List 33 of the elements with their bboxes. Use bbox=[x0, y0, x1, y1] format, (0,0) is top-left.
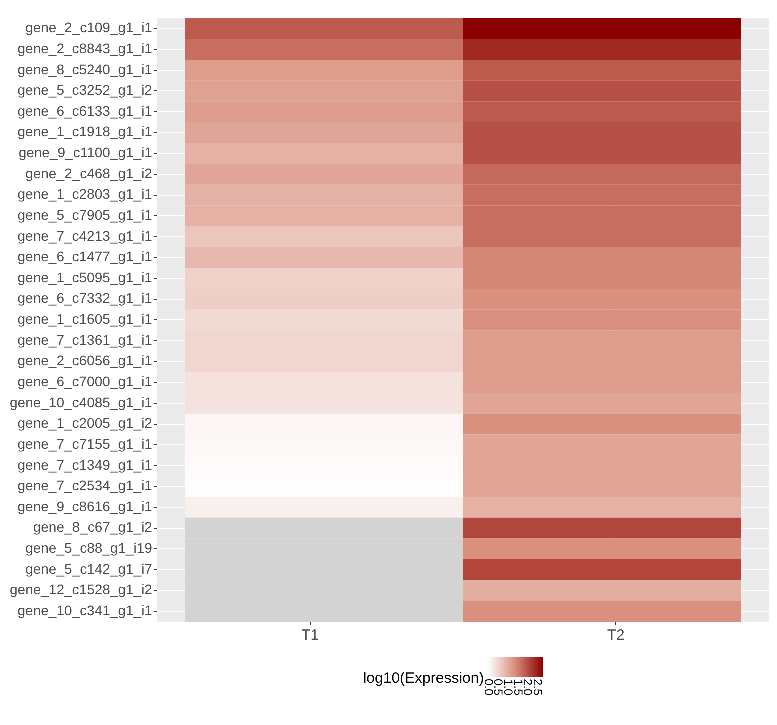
y-tick-label: gene_7_c1361_g1_i1 bbox=[18, 332, 153, 348]
y-tick-label: gene_1_c1605_g1_i1 bbox=[18, 311, 153, 328]
y-tick-label: gene_6_c7000_g1_i1 bbox=[18, 374, 153, 390]
y-tick-label: gene_7_c7155_g1_i1 bbox=[18, 436, 153, 452]
y-tick-label: gene_5_c7905_g1_i1 bbox=[18, 206, 153, 223]
y-tick-label: gene_5_c142_g1_i7 bbox=[26, 560, 153, 577]
y-tick-label: gene_7_c2534_g1_i1 bbox=[18, 478, 153, 494]
y-tick-label: gene_9_c8616_g1_i1 bbox=[18, 498, 153, 514]
y-tick-label: gene_1_c5095_g1_i1 bbox=[18, 269, 153, 286]
y-tick-label: gene_9_c1100_g1_i1 bbox=[18, 144, 153, 161]
y-tick-label: gene_1_c2005_g1_i2 bbox=[18, 415, 153, 432]
y-tick-label: gene_8_c67_g1_i2 bbox=[33, 519, 153, 536]
x-tick-label: T1 bbox=[302, 627, 320, 644]
y-tick-label: gene_2_c109_g1_i1 bbox=[26, 20, 153, 36]
color-bar-label: 2.5 bbox=[531, 679, 546, 696]
y-tick-label: gene_2_c468_g1_i2 bbox=[26, 165, 153, 182]
y-tick-label: gene_6_c6133_g1_i1 bbox=[18, 102, 153, 119]
y-tick-label: gene_10_c341_g1_i1 bbox=[18, 602, 153, 618]
x-tick-label: T2 bbox=[607, 627, 625, 644]
y-tick-label: gene_7_c4213_g1_i1 bbox=[18, 228, 153, 244]
y-tick-label: gene_5_c3252_g1_i2 bbox=[18, 82, 153, 98]
y-tick-label: gene_2_c8843_g1_i1 bbox=[18, 40, 153, 56]
y-tick-label: gene_10_c4085_g1_i1 bbox=[10, 394, 153, 410]
color-bar-title: log10(Expression) bbox=[363, 670, 484, 688]
y-tick-label: gene_1_c1918_g1_i1 bbox=[18, 124, 153, 140]
y-tick-label: gene_8_c5240_g1_i1 bbox=[18, 61, 153, 78]
y-tick-label: gene_12_c1528_g1_i2 bbox=[10, 582, 153, 598]
y-tick-label: gene_2_c6056_g1_i1 bbox=[18, 352, 153, 369]
y-tick-label: gene_7_c1349_g1_i1 bbox=[18, 456, 153, 473]
y-tick-label: gene_6_c7332_g1_i1 bbox=[18, 290, 153, 306]
y-tick-label: gene_1_c2803_g1_i1 bbox=[18, 186, 153, 202]
y-tick-label: gene_5_c88_g1_i19 bbox=[26, 540, 153, 556]
y-tick-label: gene_6_c1477_g1_i1 bbox=[18, 248, 153, 265]
